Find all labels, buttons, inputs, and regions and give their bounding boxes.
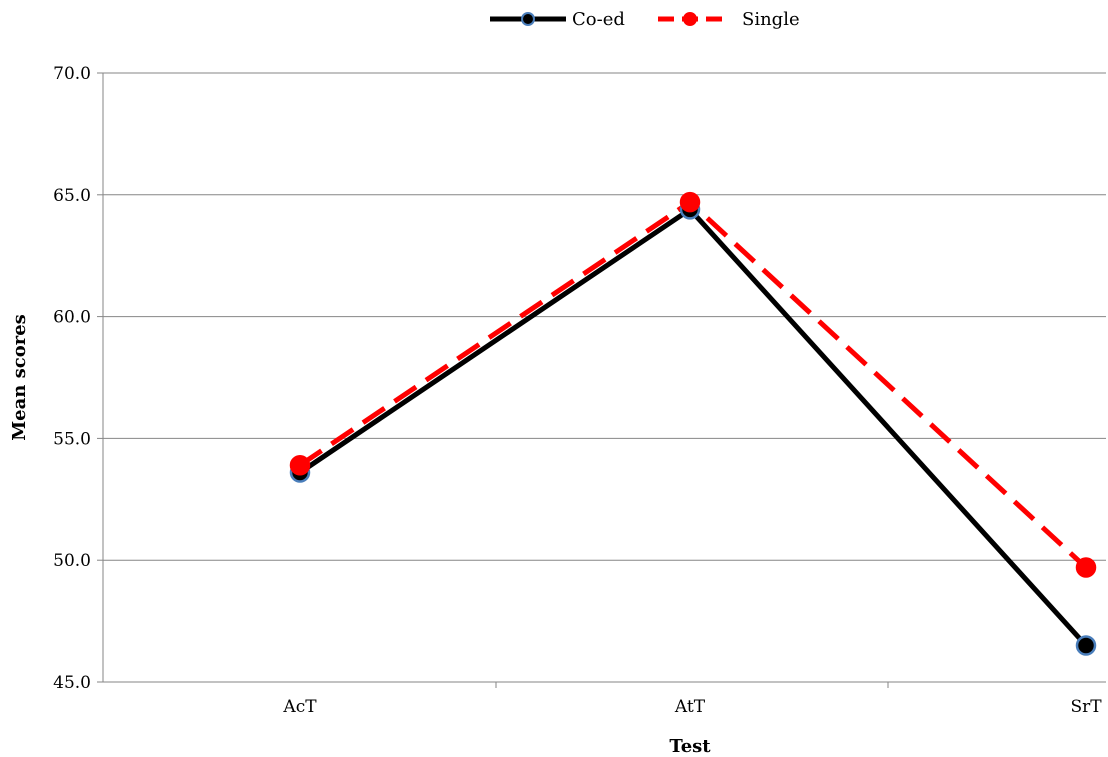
legend-label-single: Single — [742, 9, 800, 30]
x-tick-label: SrT — [1070, 697, 1102, 717]
series-line-co-ed — [298, 206, 1088, 648]
legend: Co-ed Single — [490, 9, 800, 30]
gridlines — [103, 72, 1106, 561]
axes — [102, 73, 1106, 683]
data-point-co-ed — [1075, 635, 1097, 656]
y-tick-labels: 45.0 50.0 55.0 60.0 65.0 70.0 — [53, 64, 103, 693]
legend-marker-single — [683, 12, 697, 26]
y-tick-label: 45.0 — [53, 673, 91, 693]
y-tick-label: 65.0 — [53, 186, 91, 206]
x-tick-label: AcT — [282, 697, 317, 717]
y-axis-title: Mean scores — [9, 314, 30, 441]
y-tick-label: 50.0 — [53, 551, 91, 571]
x-axis-title: Test — [669, 736, 711, 757]
legend-marker-co-ed — [521, 12, 535, 26]
x-tick-label: AtT — [674, 697, 706, 717]
data-point-single — [679, 191, 701, 213]
y-tick-label: 60.0 — [53, 308, 91, 328]
y-tick-label: 70.0 — [53, 64, 91, 84]
legend-item-single: Single — [658, 9, 800, 30]
x-tick-labels: AcT AtT SrT — [282, 682, 1102, 717]
data-point-single — [289, 454, 311, 476]
legend-item-co-ed: Co-ed — [490, 9, 625, 30]
data-point-single — [1075, 557, 1097, 578]
y-tick-label: 55.0 — [53, 429, 91, 449]
legend-label-co-ed: Co-ed — [572, 9, 625, 30]
series-group — [289, 191, 1097, 656]
